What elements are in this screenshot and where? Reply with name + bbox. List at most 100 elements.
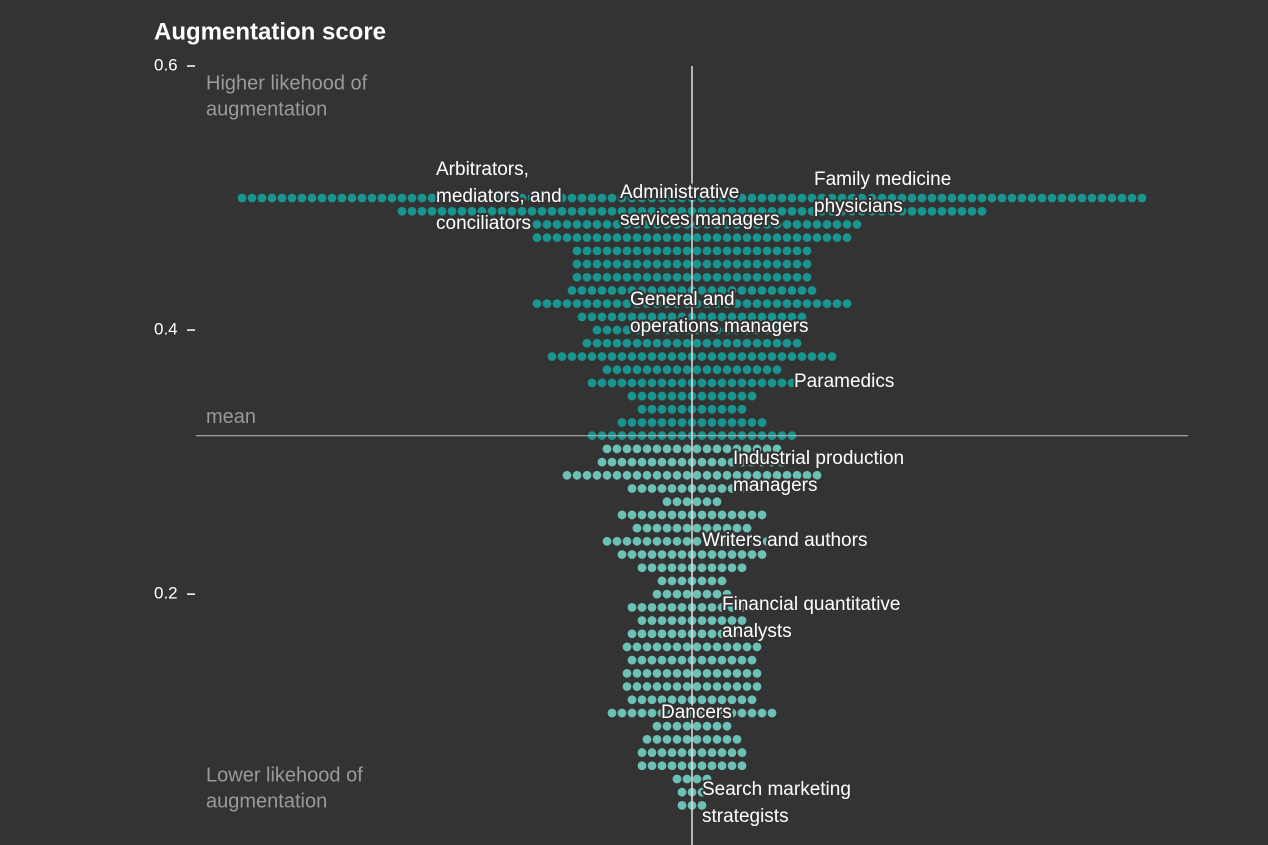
dot [742,246,752,256]
dot [642,668,652,678]
dot [712,721,722,731]
annotation: Industrial production [733,448,904,469]
dot [747,708,757,718]
dot [557,352,567,361]
dot [642,325,652,335]
dot [752,272,762,282]
dot [762,444,772,454]
dot [652,325,662,335]
dot [652,365,662,375]
dot [547,206,557,216]
dot [727,457,737,467]
dot [682,365,692,375]
dot [722,365,732,375]
dot [677,787,687,797]
dot [447,193,457,203]
dot [617,378,627,388]
dot [767,286,777,295]
dot [617,312,627,322]
dot [717,708,727,718]
dot [647,629,657,639]
dot [707,418,717,427]
dot [657,655,667,665]
dot [417,193,427,203]
dot [627,352,637,361]
dot [802,470,812,480]
dot [692,523,702,533]
dot [867,193,877,203]
dot [657,286,667,295]
dot [767,193,777,203]
dot [747,391,757,401]
dot [797,312,807,322]
dot [712,272,722,282]
dot [677,550,687,559]
dot [522,220,532,229]
dot [1027,193,1037,203]
dot [752,246,762,256]
dot [672,220,682,229]
dot [607,708,617,718]
dot [627,655,637,665]
dot [627,457,637,467]
dot [792,470,802,480]
bottom-note: Lower likehood of [206,764,363,786]
dot [702,497,712,507]
dot [622,642,632,652]
dot [602,299,612,309]
dot [752,470,762,480]
dot [1037,193,1047,203]
dot [727,748,737,757]
dot [847,206,857,216]
dot [837,193,847,203]
dot [682,682,692,691]
dot [682,523,692,533]
dot [677,695,687,705]
dot [722,338,732,348]
dot [732,536,742,546]
dot [632,246,642,256]
dot [752,668,762,678]
dot [737,748,747,757]
dot [657,418,667,427]
dot [732,734,742,744]
dot [497,193,507,203]
dot [672,536,682,546]
dot [802,233,812,243]
dot [777,286,787,295]
dot [1057,193,1067,203]
dot [772,444,782,454]
dot [337,193,347,203]
dot [802,220,812,229]
dot [547,193,557,203]
dot [662,365,672,375]
dot [807,193,817,203]
dot [772,233,782,243]
dot [642,470,652,480]
dot [632,272,642,282]
dot [677,206,687,216]
dot [717,378,727,388]
dot [767,708,777,718]
annotation: physicians [814,196,903,217]
dot [662,536,672,546]
dot [622,325,632,335]
dot [697,404,707,414]
dot [707,484,717,493]
dot [572,470,582,480]
dot [977,193,987,203]
dot [612,299,622,309]
dot [657,563,667,573]
dot [732,523,742,533]
dot [632,259,642,269]
dot [597,457,607,467]
dot [752,299,762,309]
dot [617,193,627,203]
dot [637,748,647,757]
dot [697,602,707,612]
dot [552,299,562,309]
dot [647,602,657,612]
dot [652,642,662,652]
dot [587,193,597,203]
